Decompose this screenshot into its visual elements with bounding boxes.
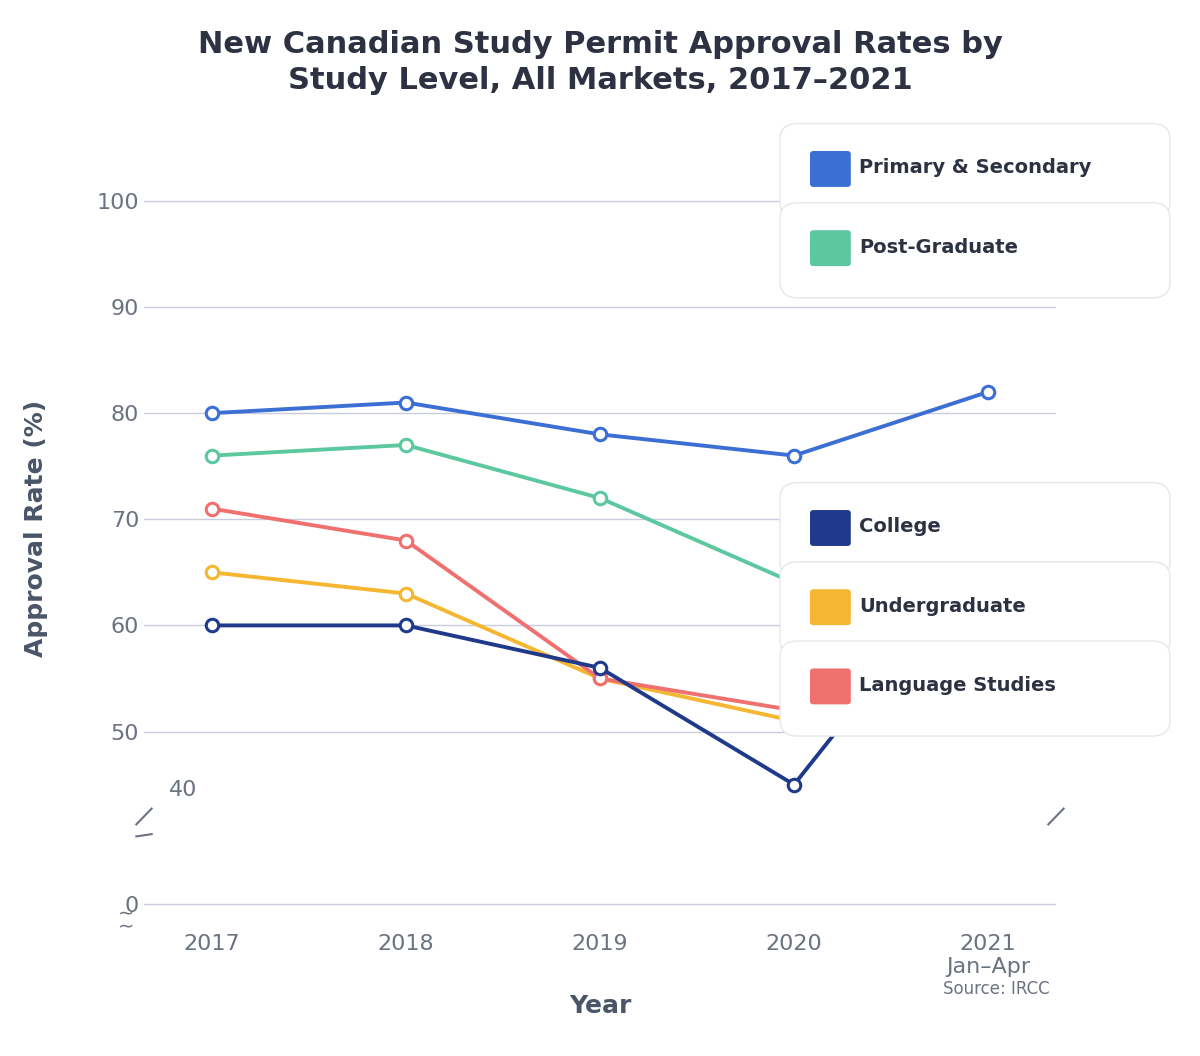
Text: Primary & Secondary: Primary & Secondary: [859, 158, 1092, 177]
X-axis label: Year: Year: [569, 994, 631, 1018]
Text: Post-Graduate: Post-Graduate: [859, 238, 1018, 257]
Text: 40: 40: [169, 780, 197, 800]
Text: Undergraduate: Undergraduate: [859, 597, 1026, 616]
Text: ∼: ∼: [118, 904, 134, 923]
Text: College: College: [859, 517, 941, 536]
Text: New Canadian Study Permit Approval Rates by
Study Level, All Markets, 2017–2021: New Canadian Study Permit Approval Rates…: [198, 31, 1002, 95]
Text: Approval Rate (%): Approval Rate (%): [24, 399, 48, 657]
Text: Language Studies: Language Studies: [859, 676, 1056, 695]
Text: Source: IRCC: Source: IRCC: [943, 980, 1050, 998]
Text: ∼: ∼: [118, 918, 134, 937]
